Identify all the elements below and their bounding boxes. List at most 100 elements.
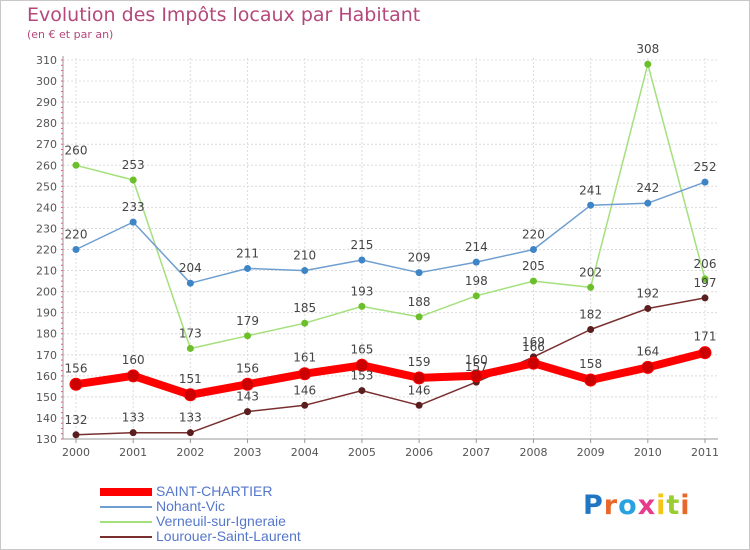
data-point [129,176,137,184]
data-point [69,377,83,391]
data-point [301,267,309,275]
y-tick-label: 160 [36,370,57,383]
x-tick-label: 2005 [348,446,376,459]
data-point [241,377,255,391]
data-point [358,387,366,395]
data-label: 165 [350,342,373,356]
y-tick-label: 230 [36,222,57,235]
data-label: 308 [636,42,659,56]
x-tick-label: 2007 [462,446,490,459]
data-label: 220 [522,228,545,242]
x-tick-label: 2001 [119,446,147,459]
data-label: 166 [522,340,545,354]
legend-item: Verneuil-sur-Igneraie [100,514,400,529]
data-label: 146 [408,383,431,397]
data-label: 206 [694,257,717,271]
legend-label: Lourouer-Saint-Laurent [156,528,301,544]
data-point [186,279,194,287]
data-point [72,431,80,439]
data-label: 182 [579,308,602,322]
logo-letter: i [656,490,667,521]
data-label: 132 [65,413,88,427]
y-tick-label: 280 [36,117,57,130]
data-label: 241 [579,183,602,197]
logo-letter: t [666,490,681,521]
data-label: 211 [236,246,259,260]
series-line-3 [75,297,706,436]
data-point [186,344,194,352]
data-label: 161 [293,351,316,365]
data-point [644,304,652,312]
y-tick-label: 290 [36,96,57,109]
data-label: 171 [694,330,717,344]
legend-label: Verneuil-sur-Igneraie [156,513,286,529]
y-tick-label: 150 [36,391,57,404]
data-label: 146 [293,383,316,397]
data-point [301,319,309,327]
x-tick-label: 2008 [519,446,547,459]
data-point [186,429,194,437]
data-label: 151 [179,372,202,386]
data-point [72,161,80,169]
data-point [529,246,537,253]
legend-item: SAINT-CHARTIER [100,484,400,499]
data-point [698,346,712,360]
data-label: 153 [350,369,373,383]
data-label: 209 [408,251,431,265]
data-label: 173 [179,326,202,340]
data-point [701,294,709,302]
y-tick-label: 130 [36,433,57,446]
logo-letter: o [618,490,638,521]
data-label: 156 [236,361,259,375]
legend-swatch [100,536,152,538]
x-tick-label: 2011 [691,446,719,459]
data-label: 252 [694,160,717,174]
data-point [412,371,426,385]
data-label: 156 [65,361,88,375]
data-label: 179 [236,314,259,328]
data-label: 157 [465,360,488,374]
y-tick-label: 240 [36,201,57,214]
data-label: 214 [465,240,488,254]
x-tick-label: 2006 [405,446,433,459]
y-tick-label: 170 [36,349,57,362]
data-point [358,302,366,310]
data-label: 198 [465,274,488,288]
y-tick-label: 270 [36,138,57,151]
data-point [244,408,252,416]
data-label: 164 [636,344,659,358]
data-label: 215 [350,238,373,252]
data-point [641,360,655,374]
data-label: 204 [179,261,202,275]
data-label: 185 [293,301,316,315]
y-tick-label: 140 [36,412,57,425]
data-label: 160 [465,353,488,367]
data-label: 133 [179,411,202,425]
legend-label: SAINT-CHARTIER [156,483,273,499]
data-label: 143 [236,390,259,404]
series-group [69,60,712,439]
legend-swatch [100,506,152,508]
data-point [584,373,598,387]
data-point [526,356,540,370]
axes: 130 140 150 160 170 180 190 200 210 220 230 240 250 2… [36,54,719,459]
y-tick-label: 220 [36,244,57,257]
y-tick-label: 250 [36,180,57,193]
x-tick-label: 2003 [234,446,262,459]
data-point [472,258,480,266]
data-label: 202 [579,265,602,279]
data-label: 205 [522,259,545,273]
data-point [183,388,197,402]
chart-subtitle: (en € et par an) [27,28,114,41]
data-label: 260 [65,143,88,157]
x-tick-label: 2009 [577,446,605,459]
data-point [472,292,480,300]
data-label: 188 [408,295,431,309]
x-tick-label: 2000 [62,446,90,459]
legend-item: Lourouer-Saint-Laurent [100,529,400,544]
data-point [244,332,252,340]
logo-letter: P [583,490,604,521]
data-label: 192 [636,286,659,300]
data-point [644,199,652,207]
data-label: 133 [122,411,145,425]
